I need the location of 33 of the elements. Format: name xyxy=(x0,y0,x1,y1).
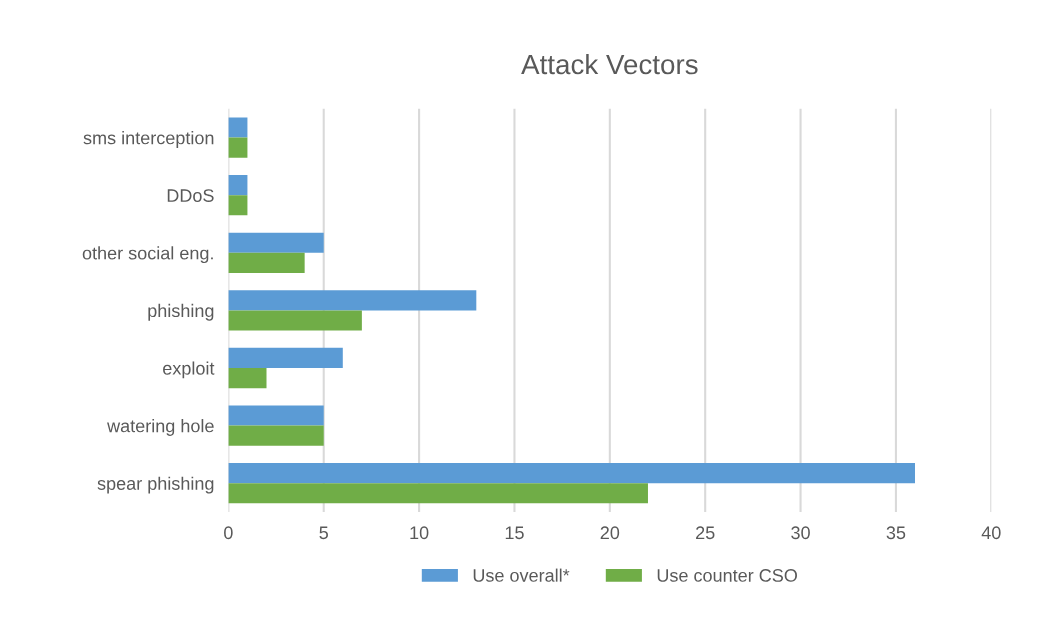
bar xyxy=(228,347,343,368)
x-tick-label: 40 xyxy=(981,526,1001,540)
y-tick-label: exploit xyxy=(163,361,215,379)
bar xyxy=(228,137,248,158)
legend-label: Use counter CSO xyxy=(657,569,797,582)
x-tick-label: 20 xyxy=(600,526,620,540)
bar xyxy=(228,483,648,504)
x-tick-label: 35 xyxy=(886,526,906,540)
bar xyxy=(228,232,324,253)
y-tick-label: other social eng. xyxy=(82,246,213,264)
x-tick-label: 10 xyxy=(410,526,429,540)
y-tick-label: phishing xyxy=(148,303,214,321)
bar xyxy=(228,175,248,196)
x-tick-label: 5 xyxy=(319,526,328,540)
y-tick-label: watering hole xyxy=(107,419,214,436)
bar xyxy=(228,405,324,426)
bar xyxy=(228,310,362,331)
x-tick-label: 30 xyxy=(791,526,810,540)
bar xyxy=(228,290,477,311)
y-tick-label: DDoS xyxy=(167,189,214,202)
bar xyxy=(228,463,915,484)
chart-title: Attack Vectors xyxy=(521,53,698,75)
bar xyxy=(228,425,324,446)
bar xyxy=(228,195,248,216)
y-tick-label: sms interception xyxy=(83,131,214,148)
x-tick-label: 25 xyxy=(696,526,715,540)
legend-label: Use overall* xyxy=(473,568,570,582)
bar xyxy=(228,252,305,273)
bar xyxy=(228,368,267,389)
y-tick-label: spear phishing xyxy=(97,476,214,494)
x-tick-label: 15 xyxy=(505,526,524,540)
x-tick-label: 0 xyxy=(224,526,233,540)
bar xyxy=(228,117,248,138)
